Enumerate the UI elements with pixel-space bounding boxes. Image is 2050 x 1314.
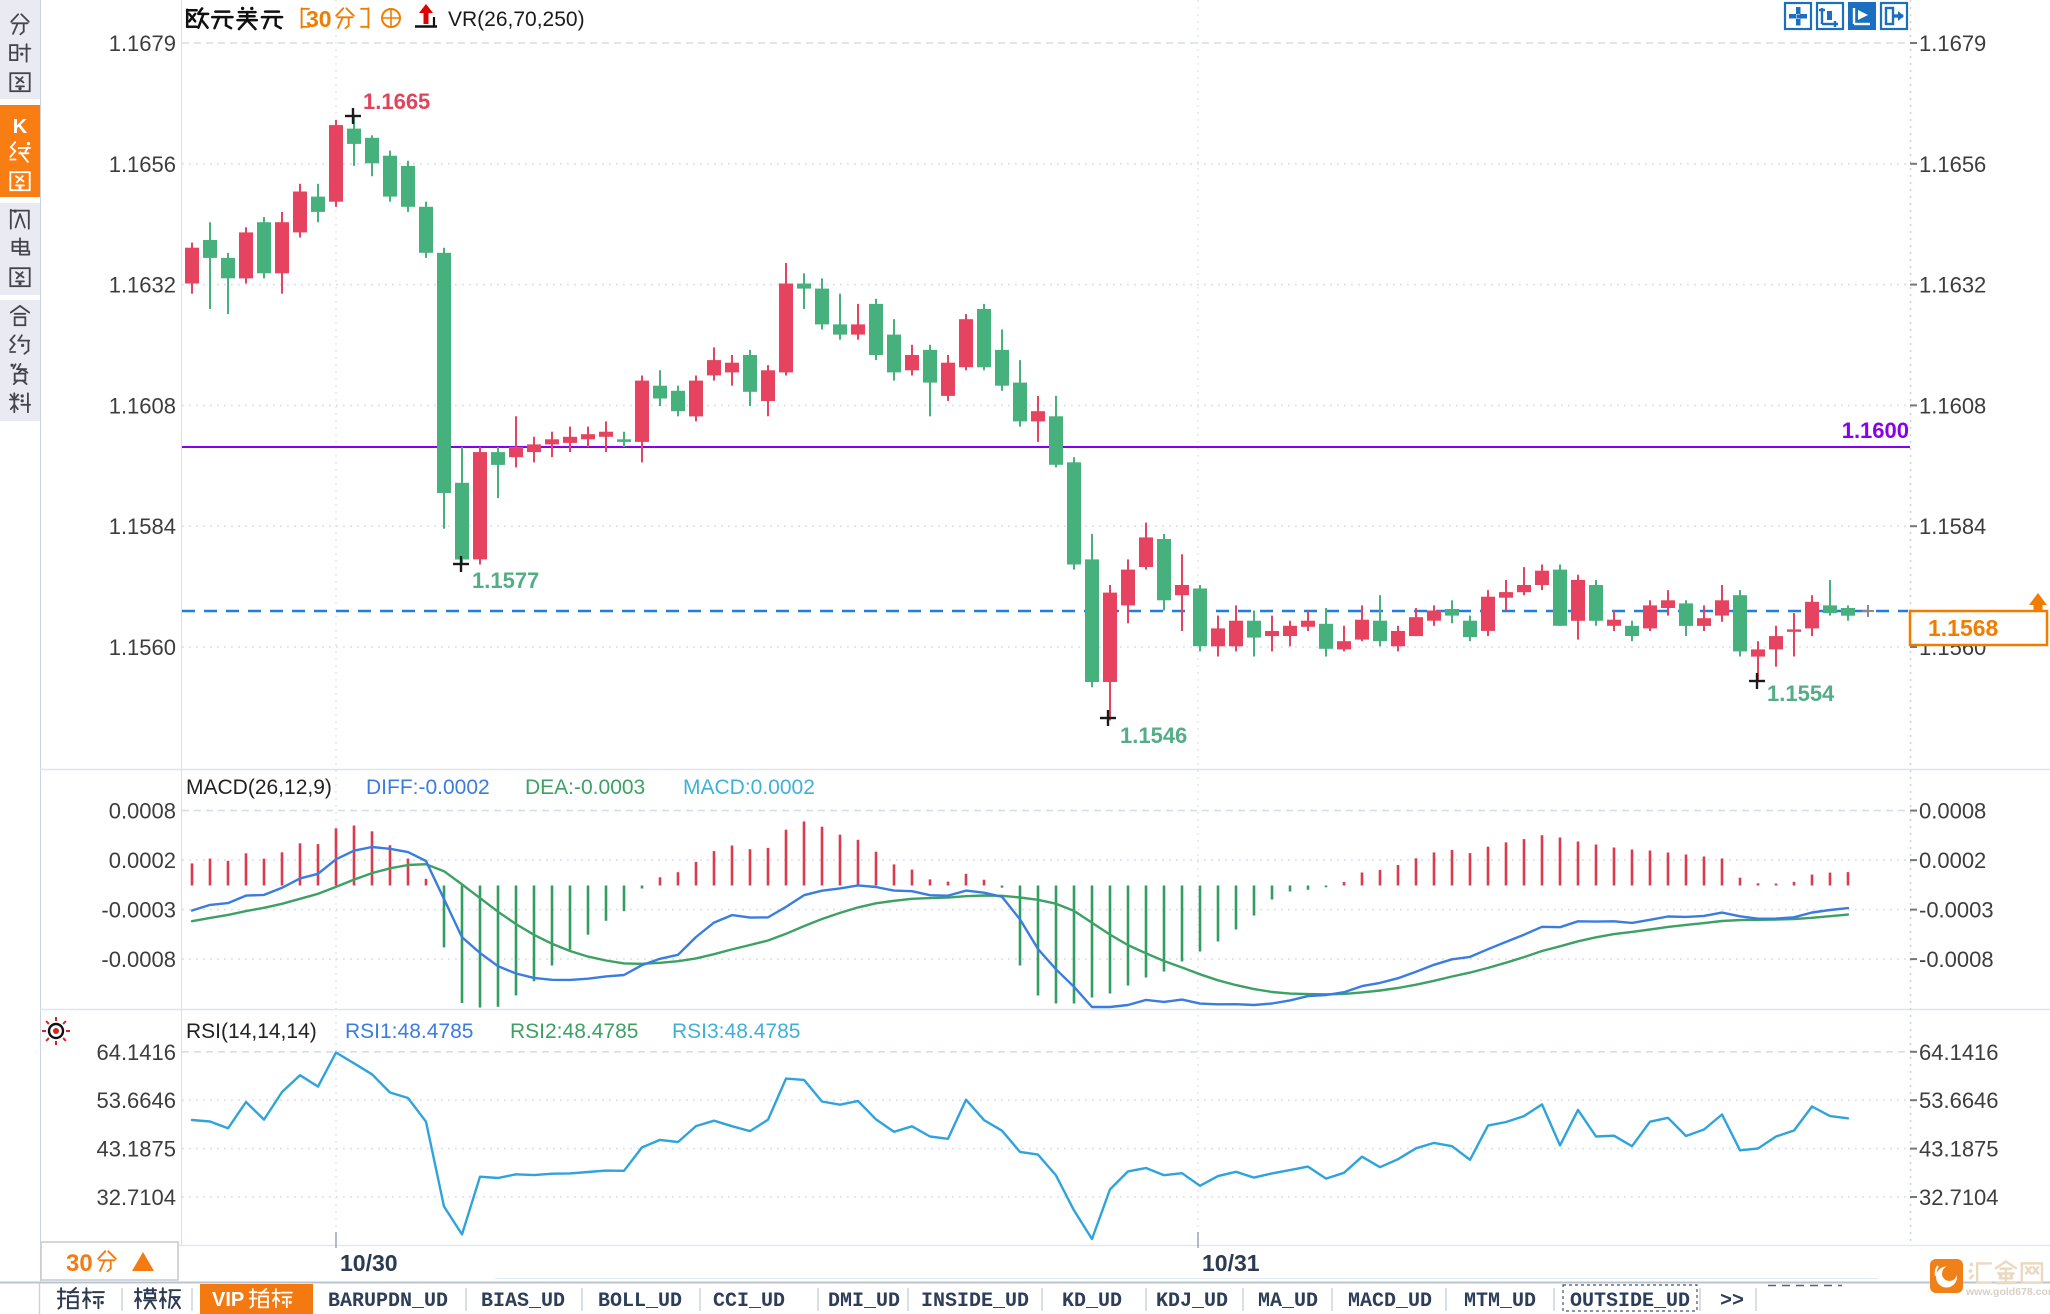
svg-text:0.0002: 0.0002 bbox=[109, 848, 176, 873]
svg-text:KDJ_UD: KDJ_UD bbox=[1156, 1290, 1228, 1313]
svg-text:10/30: 10/30 bbox=[340, 1250, 398, 1276]
svg-text:43.1875: 43.1875 bbox=[96, 1137, 176, 1162]
svg-text:DIFF:-0.0002: DIFF:-0.0002 bbox=[366, 776, 490, 799]
svg-text:VIP: VIP bbox=[212, 1289, 244, 1311]
svg-text:1.1665: 1.1665 bbox=[363, 89, 430, 114]
svg-text:1.1584: 1.1584 bbox=[109, 514, 176, 539]
svg-text:-0.0003: -0.0003 bbox=[1919, 898, 1994, 923]
svg-text:-0.0003: -0.0003 bbox=[101, 898, 176, 923]
svg-text:KD_UD: KD_UD bbox=[1062, 1290, 1122, 1313]
svg-text:1.1546: 1.1546 bbox=[1120, 723, 1187, 748]
svg-text:BIAS_UD: BIAS_UD bbox=[481, 1290, 565, 1313]
svg-text:10/31: 10/31 bbox=[1202, 1250, 1260, 1276]
svg-text:1.1577: 1.1577 bbox=[472, 568, 539, 593]
svg-text:MA_UD: MA_UD bbox=[1258, 1290, 1318, 1313]
svg-text:MACD:0.0002: MACD:0.0002 bbox=[683, 776, 815, 799]
svg-text:32.7104: 32.7104 bbox=[96, 1185, 176, 1210]
svg-text:1.1600: 1.1600 bbox=[1842, 418, 1909, 443]
svg-text:-0.0008: -0.0008 bbox=[1919, 947, 1994, 972]
svg-text:OUTSIDE_UD: OUTSIDE_UD bbox=[1570, 1290, 1690, 1313]
svg-text:53.6646: 53.6646 bbox=[96, 1088, 176, 1113]
svg-text:VR(26,70,250): VR(26,70,250) bbox=[448, 8, 585, 31]
svg-text:MACD_UD: MACD_UD bbox=[1348, 1290, 1432, 1313]
svg-text:0.0002: 0.0002 bbox=[1919, 848, 1986, 873]
svg-text:INSIDE_UD: INSIDE_UD bbox=[921, 1290, 1029, 1313]
svg-text:1.1554: 1.1554 bbox=[1767, 681, 1835, 706]
svg-text:64.1416: 64.1416 bbox=[1919, 1040, 1999, 1065]
svg-text:CCI_UD: CCI_UD bbox=[713, 1290, 785, 1313]
svg-text:K: K bbox=[13, 116, 28, 138]
svg-text:30: 30 bbox=[66, 1250, 93, 1277]
svg-text:1.1584: 1.1584 bbox=[1919, 514, 1986, 539]
svg-text:RSI3:48.4785: RSI3:48.4785 bbox=[672, 1020, 800, 1043]
svg-text:0.0008: 0.0008 bbox=[1919, 799, 1986, 824]
svg-text:53.6646: 53.6646 bbox=[1919, 1088, 1999, 1113]
svg-text:-0.0008: -0.0008 bbox=[101, 947, 176, 972]
svg-text:RSI(14,14,14): RSI(14,14,14) bbox=[186, 1020, 317, 1043]
svg-text:32.7104: 32.7104 bbox=[1919, 1185, 1999, 1210]
svg-text:DEA:-0.0003: DEA:-0.0003 bbox=[525, 776, 645, 799]
svg-text:>>: >> bbox=[1720, 1290, 1744, 1313]
svg-text:64.1416: 64.1416 bbox=[96, 1040, 176, 1065]
svg-text:1.1560: 1.1560 bbox=[109, 635, 176, 660]
svg-text:1.1679: 1.1679 bbox=[1919, 31, 1986, 56]
svg-text:1.1632: 1.1632 bbox=[1919, 273, 1986, 298]
svg-text:BOLL_UD: BOLL_UD bbox=[598, 1290, 682, 1313]
svg-text:43.1875: 43.1875 bbox=[1919, 1137, 1999, 1162]
svg-text:30: 30 bbox=[306, 6, 332, 32]
svg-text:www.gold678.com: www.gold678.com bbox=[1965, 1286, 2050, 1298]
svg-text:MACD(26,12,9): MACD(26,12,9) bbox=[186, 776, 332, 799]
svg-text:1.1632: 1.1632 bbox=[109, 273, 176, 298]
svg-text:1.1679: 1.1679 bbox=[109, 31, 176, 56]
svg-text:DMI_UD: DMI_UD bbox=[828, 1290, 900, 1313]
svg-text:1.1656: 1.1656 bbox=[1919, 152, 1986, 177]
svg-text:RSI2:48.4785: RSI2:48.4785 bbox=[510, 1020, 638, 1043]
svg-text:1.1608: 1.1608 bbox=[1919, 393, 1986, 418]
svg-text:1.1656: 1.1656 bbox=[109, 152, 176, 177]
svg-text:1.1568: 1.1568 bbox=[1928, 615, 1999, 641]
svg-text:BARUPDN_UD: BARUPDN_UD bbox=[328, 1290, 448, 1313]
svg-text:RSI1:48.4785: RSI1:48.4785 bbox=[345, 1020, 473, 1043]
svg-text:MTM_UD: MTM_UD bbox=[1464, 1290, 1536, 1313]
svg-text:1.1608: 1.1608 bbox=[109, 393, 176, 418]
svg-text:0.0008: 0.0008 bbox=[109, 799, 176, 824]
